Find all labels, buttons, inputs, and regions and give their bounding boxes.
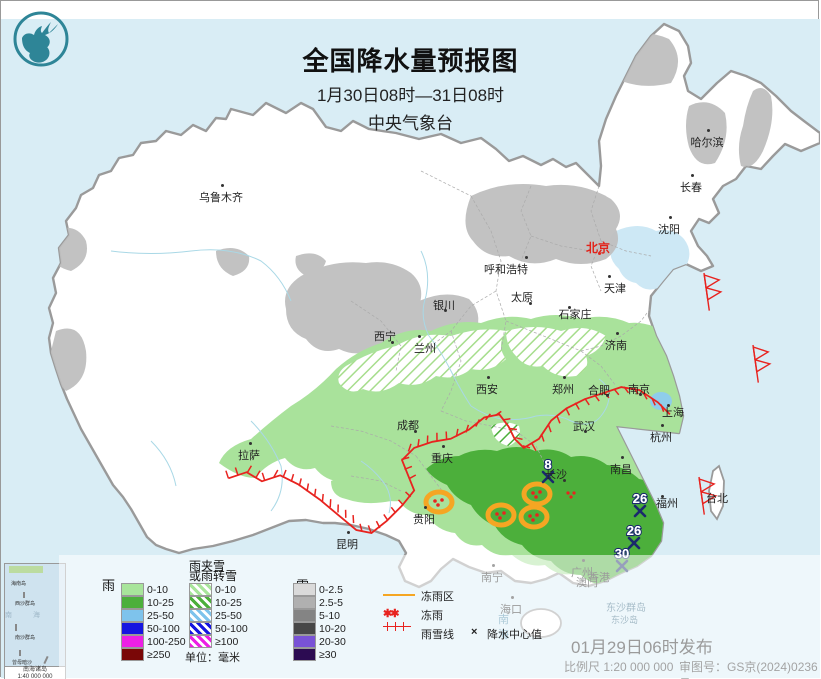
- svg-text:26: 26: [633, 491, 647, 506]
- svg-text:26: 26: [627, 523, 641, 538]
